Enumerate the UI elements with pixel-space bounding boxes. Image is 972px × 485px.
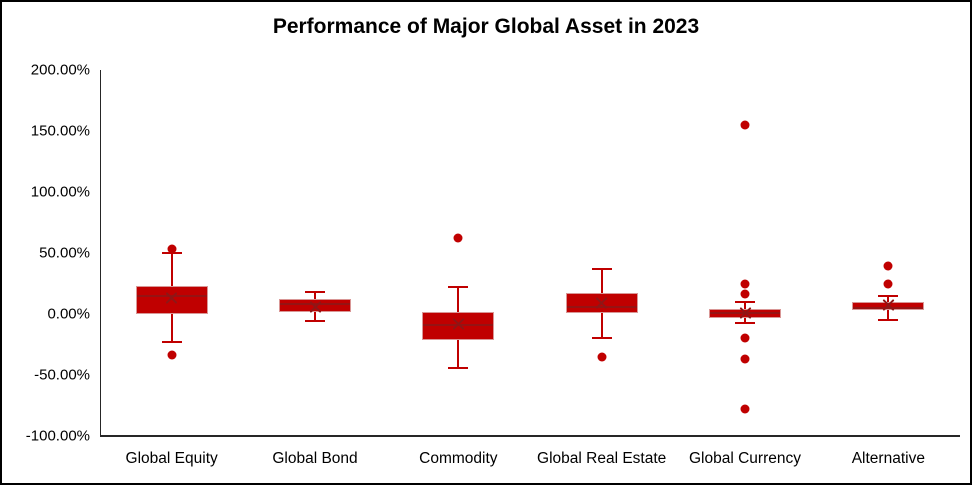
whisker-cap-bottom-global-currency bbox=[735, 321, 755, 324]
outlier-dot-global-currency bbox=[740, 289, 750, 299]
chart-title: Performance of Major Global Asset in 202… bbox=[272, 15, 700, 38]
x-axis-category-label: Global Equity bbox=[125, 450, 218, 467]
outlier-dot-global-currency bbox=[740, 279, 750, 288]
y-axis-tick-label: -100.00% bbox=[25, 427, 90, 445]
outlier-dot-alternative bbox=[883, 261, 893, 271]
outlier-dot-global-currency bbox=[740, 404, 750, 414]
x-axis-line bbox=[100, 435, 960, 437]
outlier-dot-global-equity bbox=[167, 350, 177, 360]
whisker-cap-bottom-alternative bbox=[878, 319, 899, 322]
x-axis-category-label: Global Real Estate bbox=[537, 450, 667, 467]
outlier-dot-alternative bbox=[883, 279, 893, 288]
whisker-cap-bottom-commodity bbox=[448, 366, 469, 369]
y-axis-tick-label: 100.00% bbox=[30, 183, 90, 201]
outlier-dot-global-currency bbox=[740, 354, 750, 364]
y-axis-line bbox=[100, 70, 101, 436]
whisker-cap-top-global-currency bbox=[735, 300, 755, 303]
x-axis-category-label: Commodity bbox=[419, 450, 498, 467]
mean-x-marker-global-bond bbox=[309, 300, 322, 313]
whisker-cap-bottom-global-equity bbox=[161, 341, 182, 344]
outlier-dot-global-currency bbox=[740, 120, 750, 130]
whisker-cap-top-global-bond bbox=[305, 291, 325, 294]
y-axis-tick-label: 0.00% bbox=[47, 305, 90, 323]
x-axis-category-label: Global Currency bbox=[689, 450, 801, 467]
y-axis-tick-label: 50.00% bbox=[39, 244, 90, 262]
outlier-dot-global-equity bbox=[167, 244, 177, 254]
outlier-dot-commodity bbox=[453, 233, 463, 243]
whisker-cap-top-alternative bbox=[878, 294, 899, 297]
x-axis-category-label: Global Bond bbox=[272, 450, 358, 467]
y-axis-tick-label: 150.00% bbox=[30, 122, 90, 140]
outlier-dot-global-currency bbox=[740, 333, 750, 343]
whisker-cap-bottom-global-bond bbox=[305, 320, 325, 323]
mean-x-marker-global-currency bbox=[739, 306, 752, 319]
whisker-cap-top-global-real-estate bbox=[591, 267, 612, 270]
x-axis-category-label: Alternative bbox=[851, 450, 925, 467]
y-axis-tick-label: 200.00% bbox=[30, 61, 90, 79]
outlier-dot-global-real-estate bbox=[597, 352, 607, 362]
whisker-cap-bottom-global-real-estate bbox=[591, 337, 612, 340]
mean-x-marker-global-equity bbox=[165, 292, 178, 305]
y-axis-tick-label: -50.00% bbox=[34, 366, 90, 384]
whisker-cap-top-commodity bbox=[448, 286, 469, 289]
mean-x-marker-global-real-estate bbox=[595, 297, 608, 310]
mean-x-marker-commodity bbox=[452, 317, 465, 330]
mean-x-marker-alternative bbox=[882, 299, 895, 312]
